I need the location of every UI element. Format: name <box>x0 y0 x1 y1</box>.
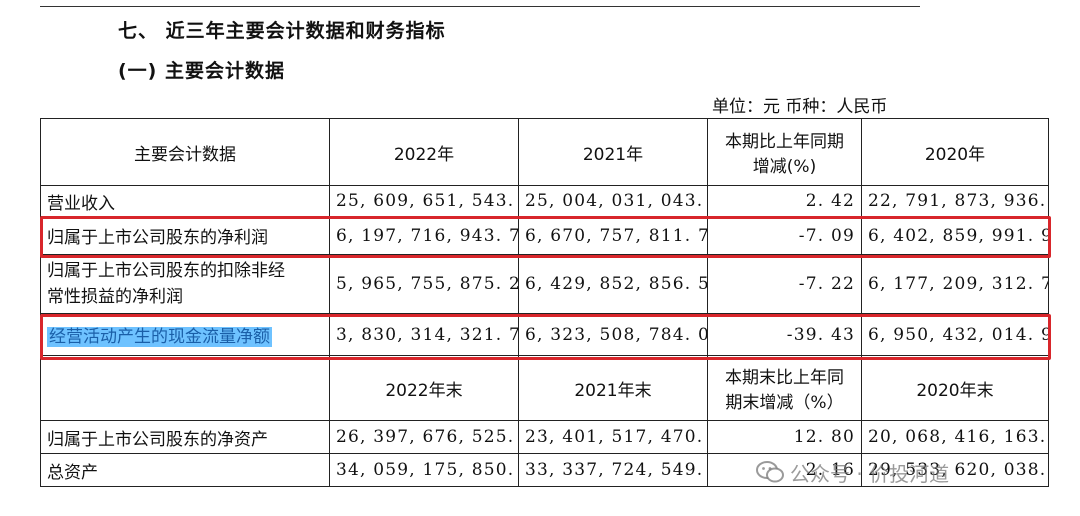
cell-2022: 6, 197, 716, 943. 78 <box>329 216 519 255</box>
cell-change: -7. 22 <box>707 254 862 314</box>
row-label: 归属于上市公司股东的净资产 <box>40 420 330 454</box>
header-year-2022: 2022年 <box>329 118 519 186</box>
subsection-title: (一) 主要会计数据 <box>118 60 285 82</box>
cell-2020: 6, 950, 432, 014. 98 <box>861 313 1049 356</box>
row-label: 营业收入 <box>40 185 330 217</box>
header-change-yearend-line1: 本期末比上年同 <box>725 368 844 388</box>
cell-2021: 6, 429, 852, 856. 56 <box>518 254 708 314</box>
table-row: 总资产 34, 059, 175, 850. 30 33, 337, 724, … <box>40 453 1049 487</box>
watermark: 公众号 · 价投河道 <box>756 458 949 486</box>
header-year-2021: 2021年 <box>518 118 708 186</box>
cell-2022: 25, 609, 651, 543. 29 <box>329 185 519 217</box>
row-label: 归属于上市公司股东的扣除非经 常性损益的净利润 <box>40 254 330 314</box>
cell-2021: 23, 401, 517, 470. 83 <box>518 420 708 454</box>
header-yearend-2022: 2022年末 <box>329 355 519 421</box>
table-row: 归属于上市公司股东的扣除非经 常性损益的净利润 5, 965, 755, 875… <box>40 254 1049 314</box>
selected-text: 经营活动产生的现金流量净额 <box>47 327 272 347</box>
table-header-row: 2022年末 2021年末 本期末比上年同 期末增减（%） 2020年末 <box>40 355 1049 421</box>
cell-change: 2. 42 <box>707 185 862 217</box>
header-item: 主要会计数据 <box>40 118 330 186</box>
table-header-row: 主要会计数据 2022年 2021年 本期比上年同期 增减(%) 2020年 <box>40 118 1049 186</box>
cell-2022: 34, 059, 175, 850. 30 <box>329 453 519 487</box>
cell-2021: 6, 670, 757, 811. 72 <box>518 216 708 255</box>
header-change-yearend: 本期末比上年同 期末增减（%） <box>707 355 862 421</box>
cell-2022: 26, 397, 676, 525. 41 <box>329 420 519 454</box>
header-change-line1: 本期比上年同期 <box>725 132 844 152</box>
top-rule <box>40 6 920 7</box>
cell-2022: 3, 830, 314, 321. 72 <box>329 313 519 356</box>
row-label: 总资产 <box>40 453 330 487</box>
cell-2022: 5, 965, 755, 875. 29 <box>329 254 519 314</box>
header-change-yearend-line2: 期末增减（%） <box>725 393 844 413</box>
cell-2020: 29, 533, 620, 038. 66 <box>861 453 1049 487</box>
table-row: 归属于上市公司股东的净利润 6, 197, 716, 943. 78 6, 67… <box>40 216 1049 255</box>
table-row: 经营活动产生的现金流量净额 3, 830, 314, 321. 72 6, 32… <box>40 313 1049 356</box>
cell-2020: 20, 068, 416, 163. 35 <box>861 420 1049 454</box>
cell-2021: 25, 004, 031, 043. 49 <box>518 185 708 217</box>
unit-line: 单位：元 币种：人民币 <box>712 97 888 117</box>
header-year-2020: 2020年 <box>861 118 1049 186</box>
header-yearend-2020: 2020年末 <box>861 355 1049 421</box>
cell-2020: 6, 177, 209, 312. 74 <box>861 254 1049 314</box>
cell-2020: 22, 791, 873, 936. 49 <box>861 185 1049 217</box>
watermark-text: 公众号 · 价投河道 <box>790 461 950 486</box>
row-label: 经营活动产生的现金流量净额 <box>40 313 330 356</box>
row-label-line1: 归属于上市公司股东的扣除非经 <box>47 261 285 281</box>
header-empty <box>40 355 330 421</box>
cell-2021: 6, 323, 508, 784. 06 <box>518 313 708 356</box>
header-change: 本期比上年同期 增减(%) <box>707 118 862 186</box>
section-title: 七、 近三年主要会计数据和财务指标 <box>118 20 446 42</box>
header-yearend-2021: 2021年末 <box>518 355 708 421</box>
wechat-icon <box>756 461 784 483</box>
cell-change: 12. 80 <box>707 420 862 454</box>
financial-data-table: 主要会计数据 2022年 2021年 本期比上年同期 增减(%) 2020年 营… <box>40 118 1049 487</box>
cell-change: -39. 43 <box>707 313 862 356</box>
row-label: 归属于上市公司股东的净利润 <box>40 216 330 255</box>
header-change-line2: 增减(%) <box>752 157 817 177</box>
row-label-line2: 常性损益的净利润 <box>47 287 183 307</box>
table-row: 归属于上市公司股东的净资产 26, 397, 676, 525. 41 23, … <box>40 420 1049 454</box>
cell-change: -7. 09 <box>707 216 862 255</box>
table-row: 营业收入 25, 609, 651, 543. 29 25, 004, 031,… <box>40 185 1049 217</box>
cell-2021: 33, 337, 724, 549. 58 <box>518 453 708 487</box>
cell-2020: 6, 402, 859, 991. 91 <box>861 216 1049 255</box>
cell-change: 2. 16 <box>707 453 862 487</box>
